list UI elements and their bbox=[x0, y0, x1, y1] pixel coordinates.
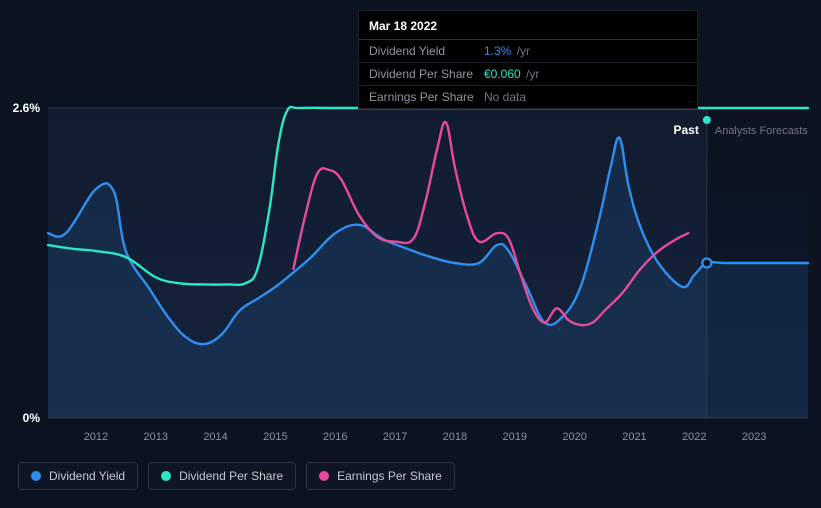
tooltip-row: Earnings Per ShareNo data bbox=[359, 86, 697, 108]
svg-text:2019: 2019 bbox=[503, 431, 527, 443]
svg-text:2013: 2013 bbox=[143, 431, 167, 443]
tooltip-row: Dividend Per Share€0.060 /yr bbox=[359, 63, 697, 86]
legend-dot-icon bbox=[31, 471, 41, 481]
tooltip-date: Mar 18 2022 bbox=[359, 11, 697, 40]
svg-text:2.6%: 2.6% bbox=[13, 101, 41, 115]
legend-item[interactable]: Dividend Per Share bbox=[148, 462, 296, 490]
svg-text:Analysts Forecasts: Analysts Forecasts bbox=[715, 125, 808, 137]
tooltip-value: €0.060 /yr bbox=[484, 67, 687, 81]
legend-dot-icon bbox=[161, 471, 171, 481]
svg-text:2022: 2022 bbox=[682, 431, 706, 443]
legend-label: Earnings Per Share bbox=[337, 469, 442, 483]
tooltip-key: Dividend Per Share bbox=[369, 67, 484, 81]
svg-text:2018: 2018 bbox=[443, 431, 467, 443]
svg-text:2014: 2014 bbox=[203, 431, 227, 443]
svg-text:2023: 2023 bbox=[742, 431, 766, 443]
svg-text:2021: 2021 bbox=[622, 431, 646, 443]
chart-legend: Dividend Yield Dividend Per Share Earnings… bbox=[18, 462, 455, 490]
svg-text:2017: 2017 bbox=[383, 431, 407, 443]
dividend-chart: 0% 2.6% 2012 2013 2014 2015 2016 2017 2018 2019 20… bbox=[0, 0, 821, 508]
svg-text:2020: 2020 bbox=[562, 431, 586, 443]
tooltip-value: 1.3% /yr bbox=[484, 44, 687, 58]
tooltip-key: Dividend Yield bbox=[369, 44, 484, 58]
svg-text:2016: 2016 bbox=[323, 431, 347, 443]
svg-text:0%: 0% bbox=[23, 411, 41, 425]
legend-label: Dividend Yield bbox=[49, 469, 125, 483]
svg-text:2012: 2012 bbox=[84, 431, 108, 443]
legend-label: Dividend Per Share bbox=[179, 469, 283, 483]
tooltip-row: Dividend Yield1.3% /yr bbox=[359, 40, 697, 63]
legend-item[interactable]: Dividend Yield bbox=[18, 462, 138, 490]
svg-text:2015: 2015 bbox=[263, 431, 287, 443]
legend-dot-icon bbox=[319, 471, 329, 481]
tooltip-key: Earnings Per Share bbox=[369, 90, 484, 104]
tooltip-value: No data bbox=[484, 90, 687, 104]
legend-item[interactable]: Earnings Per Share bbox=[306, 462, 455, 490]
svg-text:Past: Past bbox=[674, 123, 699, 137]
tooltip-rows: Dividend Yield1.3% /yrDividend Per Share… bbox=[359, 40, 697, 108]
chart-tooltip: Mar 18 2022 Dividend Yield1.3% /yrDivide… bbox=[358, 10, 698, 109]
